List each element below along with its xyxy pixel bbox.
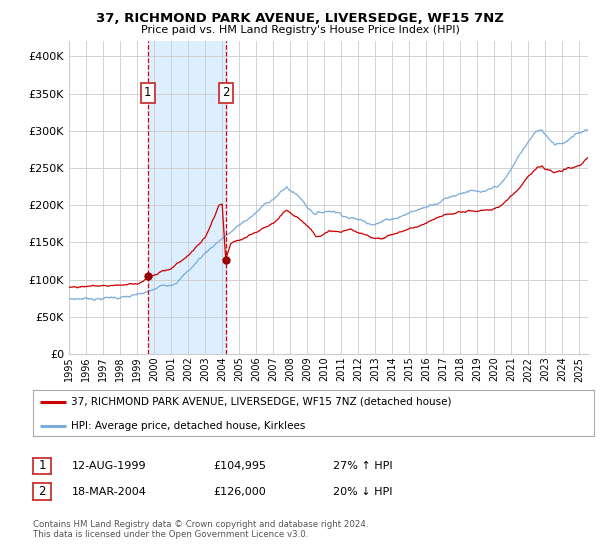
Text: Contains HM Land Registry data © Crown copyright and database right 2024.
This d: Contains HM Land Registry data © Crown c… <box>33 520 368 539</box>
Text: HPI: Average price, detached house, Kirklees: HPI: Average price, detached house, Kirk… <box>71 421 305 431</box>
Text: 12-AUG-1999: 12-AUG-1999 <box>72 461 146 471</box>
Text: 20% ↓ HPI: 20% ↓ HPI <box>333 487 392 497</box>
Text: 2: 2 <box>222 86 229 100</box>
Text: 1: 1 <box>38 459 46 473</box>
Text: 18-MAR-2004: 18-MAR-2004 <box>72 487 147 497</box>
Text: £126,000: £126,000 <box>213 487 266 497</box>
Bar <box>148 41 226 354</box>
Text: Price paid vs. HM Land Registry's House Price Index (HPI): Price paid vs. HM Land Registry's House … <box>140 25 460 35</box>
Text: £104,995: £104,995 <box>213 461 266 471</box>
Text: 27% ↑ HPI: 27% ↑ HPI <box>333 461 392 471</box>
Text: 1: 1 <box>144 86 151 100</box>
Text: 37, RICHMOND PARK AVENUE, LIVERSEDGE, WF15 7NZ (detached house): 37, RICHMOND PARK AVENUE, LIVERSEDGE, WF… <box>71 396 452 407</box>
Text: 37, RICHMOND PARK AVENUE, LIVERSEDGE, WF15 7NZ: 37, RICHMOND PARK AVENUE, LIVERSEDGE, WF… <box>96 12 504 25</box>
Text: 2: 2 <box>38 485 46 498</box>
